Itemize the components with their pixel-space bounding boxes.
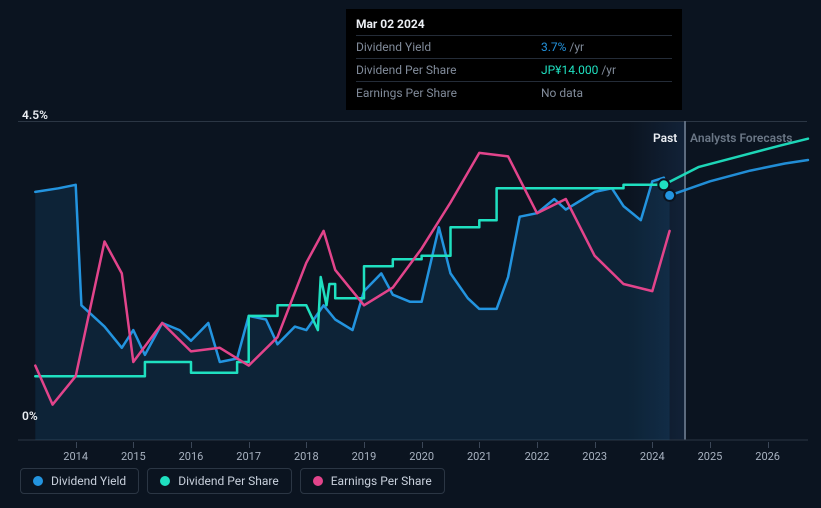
x-tick (249, 442, 250, 448)
x-axis: 2014201520162017201820192020202120222023… (18, 440, 808, 456)
forecast-line-dividend_per_share[interactable] (664, 139, 808, 185)
x-tick-label: 2020 (409, 450, 434, 463)
tooltip-row-label: Dividend Yield (356, 36, 533, 59)
tooltip-row-label: Earnings Per Share (356, 82, 533, 105)
tooltip-row: Dividend Per ShareJP¥14.000/yr (356, 59, 672, 82)
x-tick-label: 2016 (179, 450, 204, 463)
legend-dot-icon (313, 476, 323, 486)
tooltip-row: Dividend Yield3.7%/yr (356, 36, 672, 59)
tooltip-row-value: No data (533, 82, 672, 105)
x-tick (595, 442, 596, 448)
marker-dividend_per_share[interactable] (658, 179, 669, 190)
x-tick (133, 442, 134, 448)
x-tick-label: 2021 (467, 450, 492, 463)
legend-dot-icon (160, 476, 170, 486)
x-tick-label: 2024 (640, 450, 665, 463)
legend-dot-icon (33, 476, 43, 486)
x-tick (768, 442, 769, 448)
y-axis-min-label: 0% (22, 409, 38, 423)
marker-dividend_yield[interactable] (664, 190, 675, 201)
legend-item[interactable]: Dividend Per Share (147, 468, 292, 494)
legend-item[interactable]: Earnings Per Share (300, 468, 445, 494)
x-tick (76, 442, 77, 448)
tooltip-date: Mar 02 2024 (356, 17, 672, 35)
x-tick-label: 2014 (63, 450, 88, 463)
y-axis-max-label: 4.5% (22, 108, 48, 122)
legend-item-label: Dividend Per Share (178, 474, 279, 488)
x-tick (422, 442, 423, 448)
forecast-line-dividend_yield[interactable] (670, 160, 808, 195)
x-tick-label: 2025 (698, 450, 723, 463)
legend-item-label: Earnings Per Share (331, 474, 432, 488)
line-chart[interactable] (18, 121, 808, 440)
x-tick-label: 2026 (755, 450, 780, 463)
x-tick-label: 2017 (236, 450, 261, 463)
x-tick (537, 442, 538, 448)
x-tick (479, 442, 480, 448)
x-tick (306, 442, 307, 448)
chart-legend: Dividend Yield Dividend Per Share Earnings… (20, 468, 445, 494)
legend-item-label: Dividend Yield (51, 474, 126, 488)
x-tick-label: 2019 (352, 450, 377, 463)
tooltip-row-value: JP¥14.000/yr (533, 59, 672, 82)
tooltip-row: Earnings Per ShareNo data (356, 82, 672, 105)
x-tick-label: 2023 (582, 450, 607, 463)
data-tooltip: Mar 02 2024 Dividend Yield3.7%/yrDividen… (346, 9, 682, 110)
x-tick (710, 442, 711, 448)
x-tick-label: 2015 (121, 450, 146, 463)
x-tick (652, 442, 653, 448)
x-tick-label: 2018 (294, 450, 319, 463)
x-tick (191, 442, 192, 448)
x-tick-label: 2022 (525, 450, 550, 463)
x-tick (364, 442, 365, 448)
tooltip-row-label: Dividend Per Share (356, 59, 533, 82)
tooltip-row-value: 3.7%/yr (533, 36, 672, 59)
legend-item[interactable]: Dividend Yield (20, 468, 139, 494)
